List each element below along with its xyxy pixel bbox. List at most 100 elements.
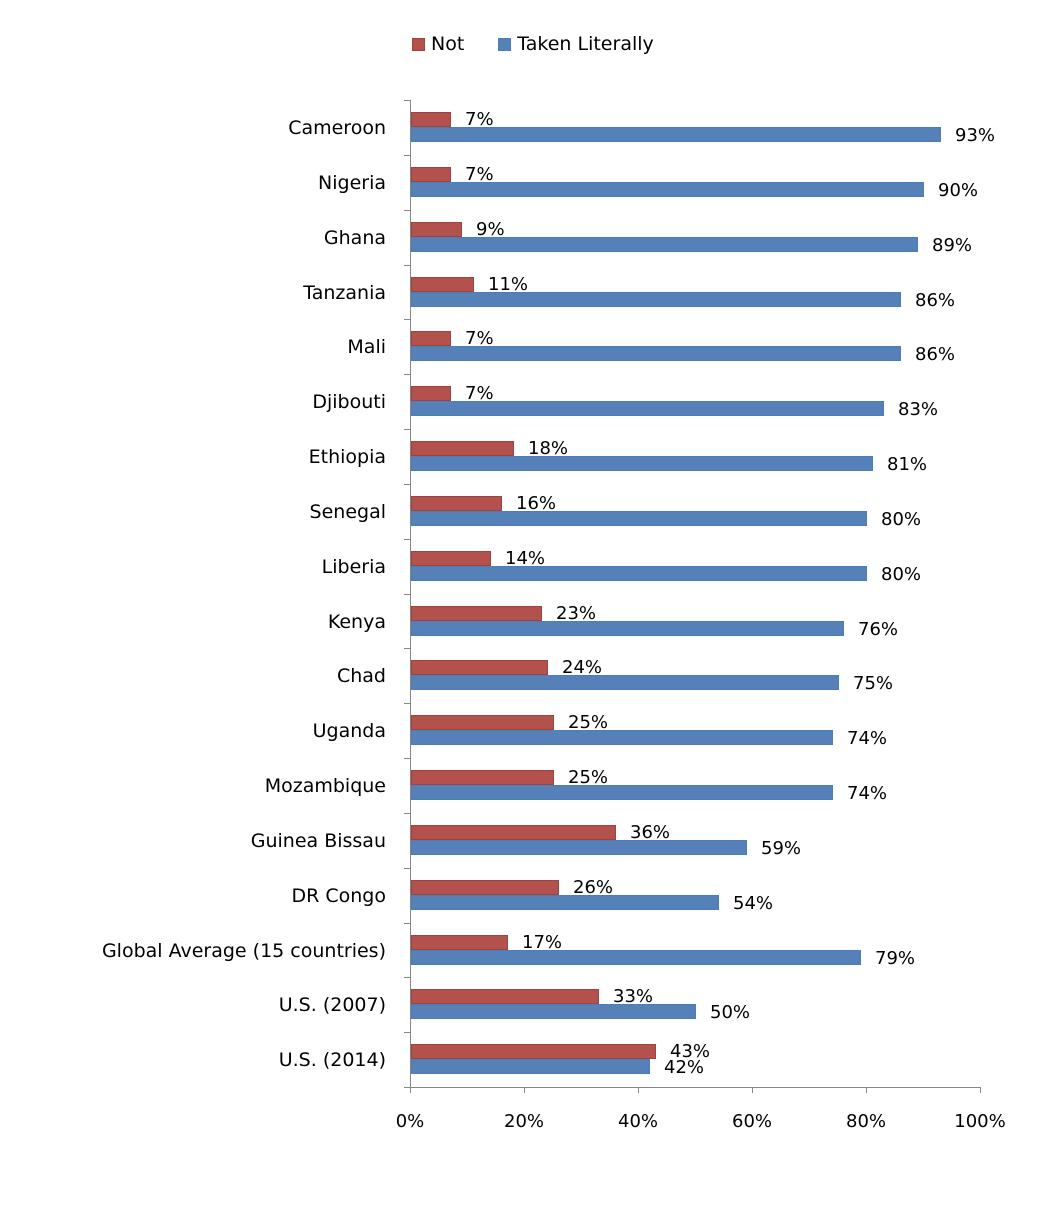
- bar-taken-literally: [411, 182, 924, 197]
- bar-not: [411, 825, 616, 840]
- value-label-not: 23%: [556, 603, 597, 624]
- value-label-not: 7%: [465, 328, 494, 349]
- value-label-taken-literally: 86%: [915, 344, 956, 365]
- value-label-not: 7%: [465, 109, 494, 130]
- value-label-taken-literally: 42%: [664, 1057, 705, 1078]
- legend-label-taken-literally: Taken Literally: [517, 33, 654, 55]
- y-axis-tick: [404, 977, 410, 978]
- chart-legend: Not Taken Literally: [412, 33, 688, 55]
- value-label-not: 33%: [613, 986, 654, 1007]
- category-label: Djibouti: [312, 391, 386, 413]
- x-axis-tick: [866, 1087, 867, 1093]
- bar-taken-literally: [411, 621, 844, 636]
- y-axis-tick: [404, 648, 410, 649]
- category-label: Nigeria: [318, 172, 386, 194]
- value-label-taken-literally: 90%: [938, 180, 979, 201]
- plot-area: 7% 93% 7% 90% 9% 89% 11% 86% 7% 86% 7% 83% 18% 81% 16%…: [404, 100, 995, 1093]
- bar-not: [411, 770, 554, 785]
- value-label-not: 14%: [505, 548, 546, 569]
- x-axis-tick: [524, 1087, 525, 1093]
- bar-taken-literally: [411, 1059, 650, 1074]
- category-label: Mozambique: [264, 775, 386, 797]
- y-axis-tick: [404, 265, 410, 266]
- y-axis-tick: [404, 813, 410, 814]
- category-label: Kenya: [327, 611, 386, 633]
- bar-taken-literally: [411, 456, 873, 471]
- bar-taken-literally: [411, 675, 839, 690]
- value-label-taken-literally: 74%: [847, 783, 888, 804]
- value-label-taken-literally: 76%: [858, 619, 899, 640]
- category-label: U.S. (2014): [278, 1049, 386, 1071]
- category-label: Ethiopia: [308, 446, 386, 468]
- bar-taken-literally: [411, 292, 901, 307]
- x-axis-tick-label: 80%: [845, 1111, 887, 1132]
- value-label-not: 36%: [630, 822, 671, 843]
- value-label-not: 24%: [562, 657, 603, 678]
- category-label: Mali: [347, 336, 386, 358]
- category-label: Senegal: [309, 501, 386, 523]
- value-label-taken-literally: 59%: [761, 838, 802, 859]
- y-axis-tick: [404, 923, 410, 924]
- legend-swatch-not: [412, 37, 425, 51]
- value-label-not: 7%: [465, 164, 494, 185]
- bar-not: [411, 277, 474, 292]
- y-axis-tick: [404, 155, 410, 156]
- value-label-taken-literally: 93%: [955, 125, 996, 146]
- value-label-not: 9%: [476, 219, 505, 240]
- bar-not: [411, 715, 554, 730]
- bar-not: [411, 660, 548, 675]
- bar-taken-literally: [411, 1004, 696, 1019]
- category-label: Global Average (15 countries): [101, 940, 386, 962]
- y-axis-tick: [404, 374, 410, 375]
- category-label: Guinea Bissau: [250, 830, 386, 852]
- x-axis-tick-label: 100%: [954, 1111, 1006, 1132]
- bar-taken-literally: [411, 127, 941, 142]
- category-label: Ghana: [323, 227, 386, 249]
- value-label-taken-literally: 74%: [847, 728, 888, 749]
- bar-not: [411, 880, 559, 895]
- bar-taken-literally: [411, 401, 884, 416]
- bar-not: [411, 441, 514, 456]
- bar-not: [411, 112, 451, 127]
- x-axis-tick-label: 40%: [617, 1111, 659, 1132]
- value-label-taken-literally: 75%: [853, 673, 894, 694]
- category-label: Uganda: [312, 720, 386, 742]
- bar-not: [411, 606, 542, 621]
- value-label-not: 18%: [528, 438, 569, 459]
- x-axis-tick-label: 0%: [395, 1111, 425, 1132]
- value-label-taken-literally: 50%: [710, 1002, 751, 1023]
- legend-label-not: Not: [431, 33, 465, 55]
- y-axis-tick: [404, 703, 410, 704]
- value-label-taken-literally: 86%: [915, 290, 956, 311]
- value-label-taken-literally: 89%: [932, 235, 973, 256]
- legend-item-taken-literally: Taken Literally: [498, 33, 654, 55]
- y-axis-tick: [404, 210, 410, 211]
- legend-item-not: Not: [412, 33, 464, 55]
- bar-taken-literally: [411, 730, 833, 745]
- y-axis-tick: [404, 594, 410, 595]
- value-label-taken-literally: 81%: [887, 454, 928, 475]
- y-axis-tick: [404, 539, 410, 540]
- value-label-taken-literally: 79%: [875, 948, 916, 969]
- value-label-not: 25%: [568, 767, 609, 788]
- y-axis-tick: [404, 1032, 410, 1033]
- bar-taken-literally: [411, 950, 861, 965]
- x-axis-tick: [752, 1087, 753, 1093]
- y-axis-tick: [404, 868, 410, 869]
- value-label-taken-literally: 80%: [881, 509, 922, 530]
- bar-taken-literally: [411, 566, 867, 581]
- bar-not: [411, 1044, 656, 1059]
- bar-taken-literally: [411, 785, 833, 800]
- x-axis-line: [410, 1087, 980, 1088]
- value-label-not: 25%: [568, 712, 609, 733]
- y-axis-line: [410, 100, 411, 1087]
- x-axis-tick-label: 60%: [731, 1111, 773, 1132]
- bar-not: [411, 167, 451, 182]
- value-label-not: 7%: [465, 383, 494, 404]
- bar-not: [411, 386, 451, 401]
- value-label-taken-literally: 54%: [733, 893, 774, 914]
- bar-taken-literally: [411, 511, 867, 526]
- category-label: DR Congo: [291, 885, 387, 907]
- category-label: Chad: [336, 665, 386, 687]
- value-label-not: 43%: [670, 1041, 711, 1062]
